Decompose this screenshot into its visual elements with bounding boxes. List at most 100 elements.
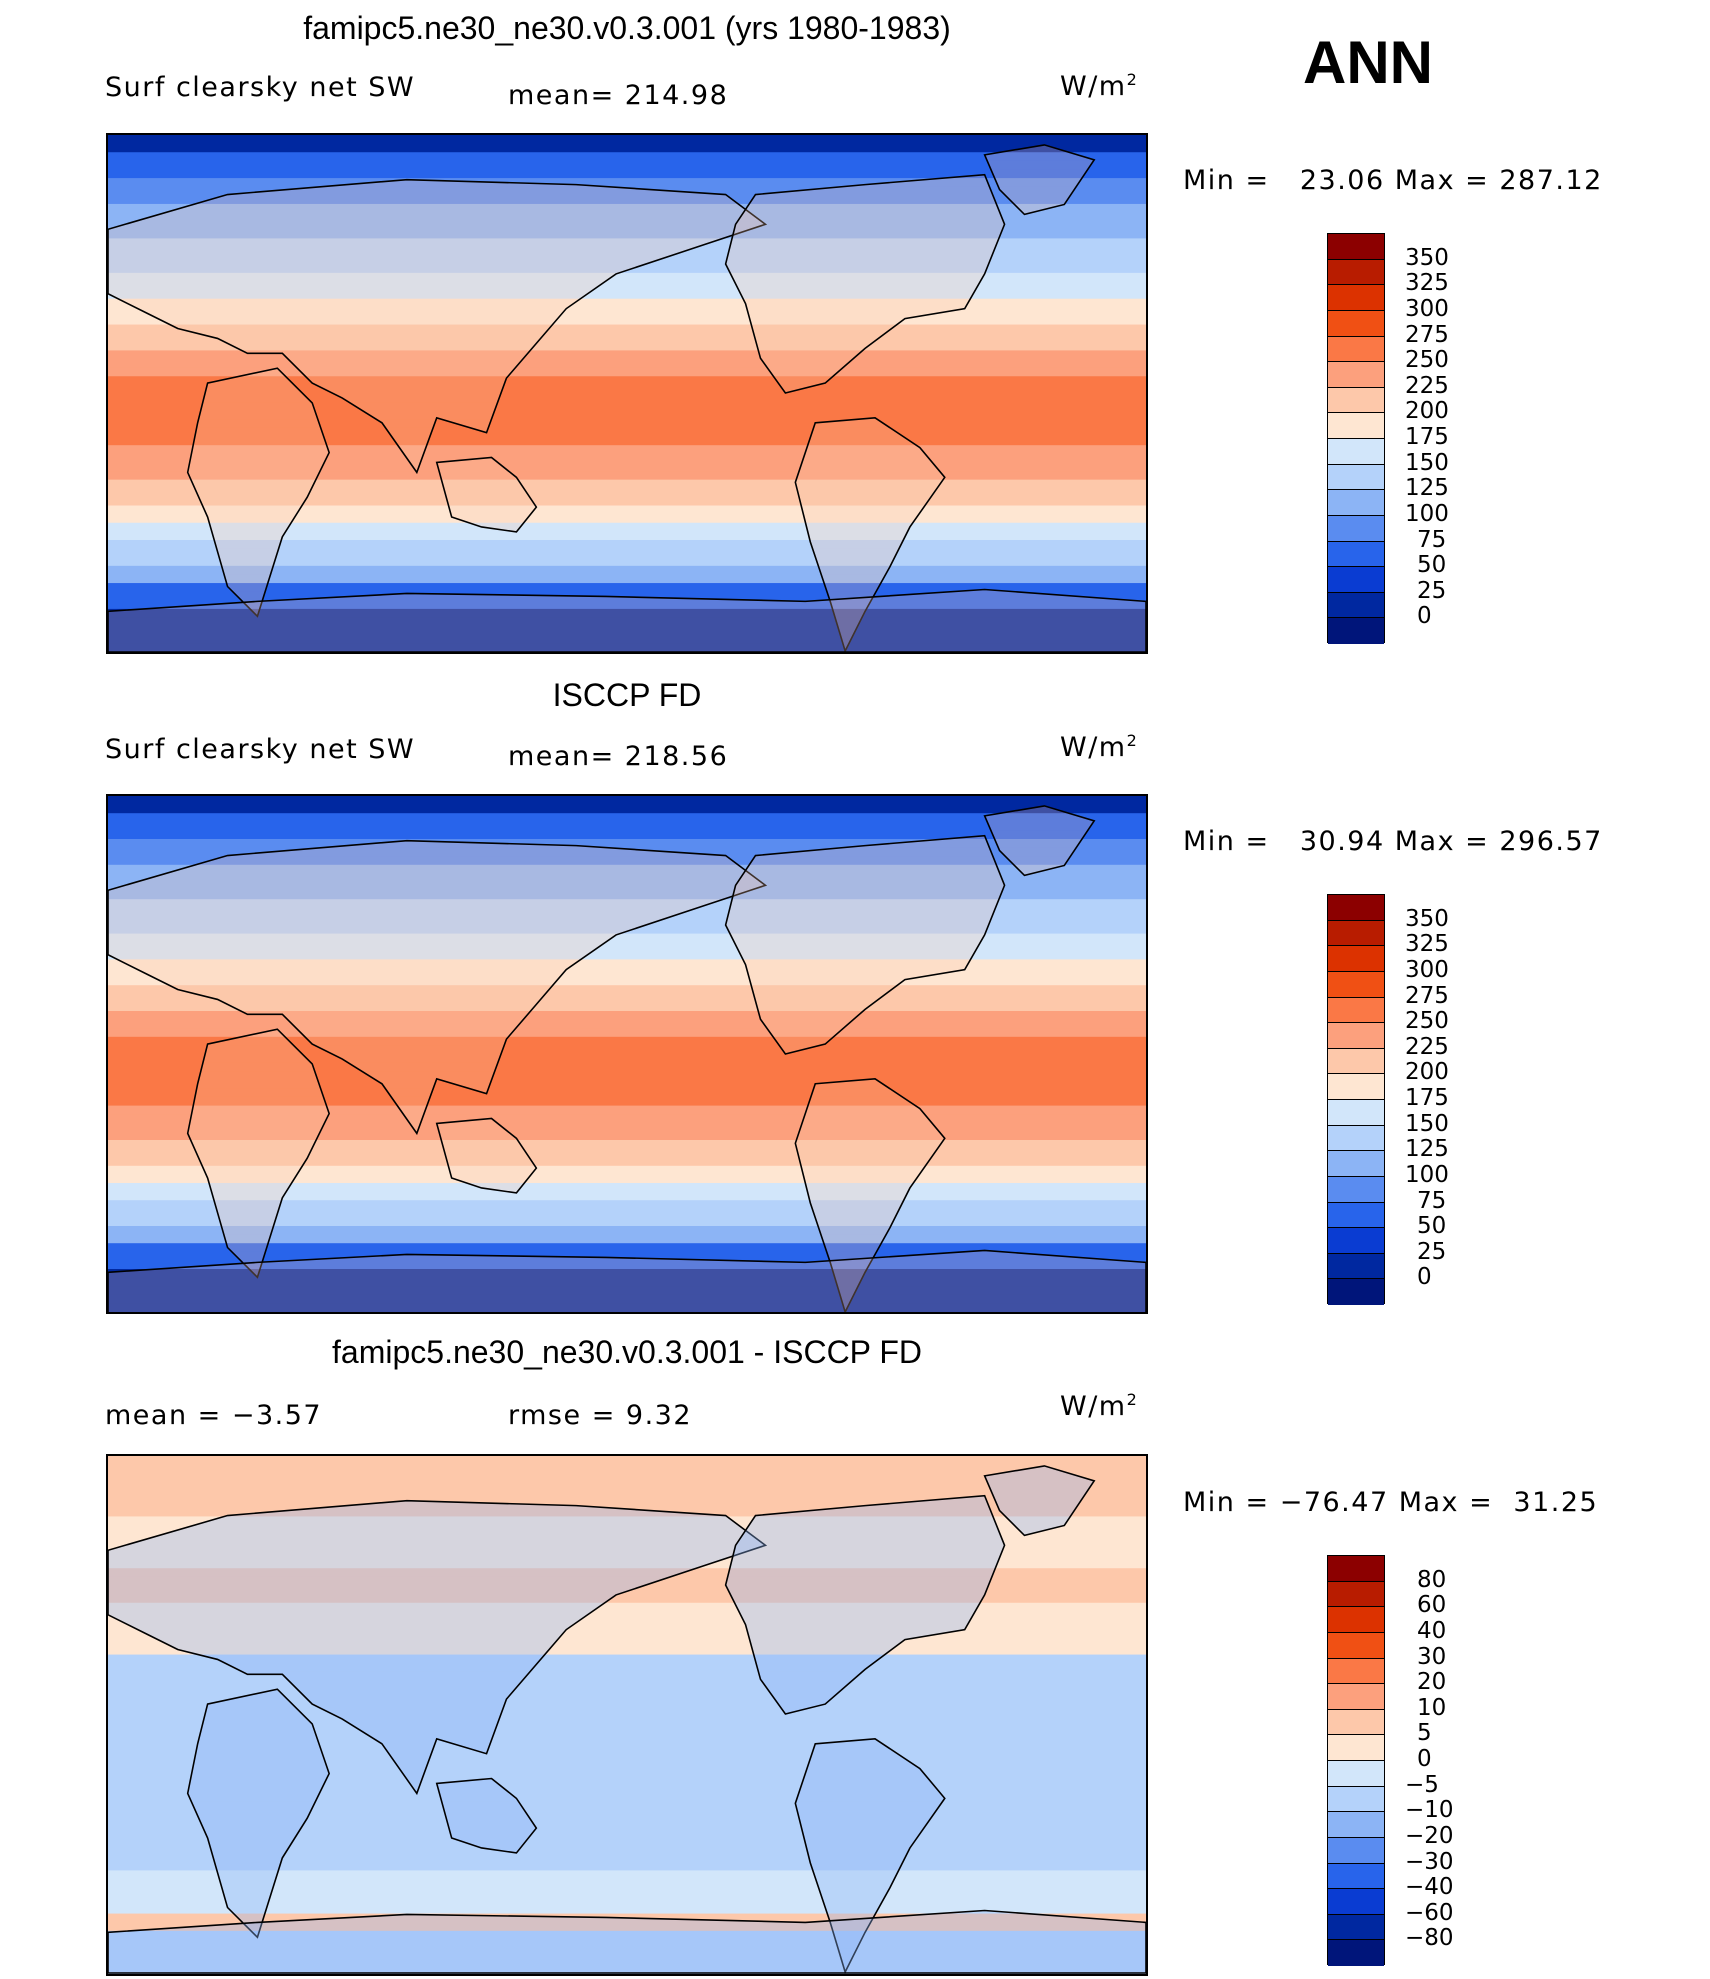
- map-band: [108, 1896, 1146, 1906]
- map-band: [108, 1844, 1146, 1854]
- map-band: [108, 1071, 1146, 1081]
- map-band: [108, 539, 1146, 550]
- panel-1-map: [106, 133, 1148, 654]
- map-band: [108, 1165, 1146, 1176]
- map-band: [108, 993, 1146, 1003]
- map-band: [108, 1948, 1146, 1958]
- coastline: [186, 367, 331, 618]
- map-band: [108, 1671, 1146, 1682]
- map-band: [108, 1208, 1146, 1218]
- colorbar-label: 325: [1405, 931, 1449, 958]
- map-band: [108, 307, 1146, 317]
- colorbar-box: [1328, 1812, 1384, 1838]
- panel-1-variable-label: Surf clearsky net SW: [105, 72, 416, 103]
- panel-3-rmse-label: rmse = 9.32: [508, 1400, 693, 1431]
- panel-3-mean-label: mean = −3.57: [105, 1400, 323, 1431]
- map-band: [108, 1525, 1146, 1535]
- colorbar-label: 125: [1405, 475, 1449, 502]
- map-band: [108, 1054, 1146, 1064]
- colorbar-label: 50: [1417, 1213, 1447, 1240]
- panel-2-variable-label: Surf clearsky net SW: [105, 734, 416, 765]
- map-band: [108, 1140, 1146, 1150]
- map-band: [108, 1715, 1146, 1725]
- colorbar-label: 25: [1417, 1238, 1447, 1265]
- map-band: [108, 195, 1146, 205]
- map-band: [108, 967, 1146, 978]
- map-band: [108, 221, 1146, 231]
- panel-2-colorbar: [1327, 894, 1385, 1305]
- map-band: [108, 959, 1146, 969]
- map-band: [108, 1835, 1146, 1846]
- map-band: [108, 1507, 1146, 1518]
- map-band: [108, 1088, 1146, 1098]
- colorbar-label: 275: [1405, 982, 1449, 1009]
- colorbar-label: 250: [1405, 1008, 1449, 1035]
- colorbar-box: [1328, 259, 1384, 286]
- map-band: [108, 169, 1146, 179]
- map-band: [108, 916, 1146, 926]
- map-band: [108, 1542, 1146, 1552]
- map-band: [108, 1594, 1146, 1604]
- map-band: [108, 479, 1146, 489]
- colorbar-label: −60: [1405, 1899, 1454, 1926]
- colorbar-label: 200: [1405, 1059, 1449, 1086]
- colorbar-label: 100: [1405, 1161, 1449, 1188]
- colorbar-label: 75: [1417, 526, 1447, 553]
- colorbar-label: 275: [1405, 321, 1449, 348]
- map-band: [108, 333, 1146, 343]
- map-band: [108, 1853, 1146, 1863]
- map-band: [108, 600, 1146, 610]
- map-band: [108, 1303, 1146, 1312]
- map-band: [108, 1269, 1146, 1279]
- colorbar-box: [1328, 1684, 1384, 1710]
- map-band: [108, 135, 1146, 145]
- map-band: [108, 152, 1146, 162]
- map-band: [108, 925, 1146, 935]
- map-band: [108, 505, 1146, 515]
- map-band: [108, 1464, 1146, 1474]
- map-band: [108, 255, 1146, 265]
- coastline: [983, 1465, 1096, 1537]
- map-band: [108, 1079, 1146, 1089]
- map-band: [108, 1628, 1146, 1638]
- coastline: [724, 1494, 1006, 1715]
- map-band: [108, 1217, 1146, 1227]
- coastline: [108, 1909, 1146, 1974]
- colorbar-box: [1328, 1761, 1384, 1787]
- map-band: [108, 1559, 1146, 1569]
- map-band: [108, 821, 1146, 831]
- map-band: [108, 830, 1146, 840]
- coastline: [435, 1777, 538, 1854]
- colorbar-label: 175: [1405, 1085, 1449, 1111]
- map-band: [108, 557, 1146, 567]
- colorbar-label: −10: [1405, 1797, 1454, 1824]
- map-band: [108, 899, 1146, 909]
- map-band: [108, 393, 1146, 403]
- map-band: [108, 324, 1146, 334]
- map-band: [108, 445, 1146, 455]
- map-band: [108, 264, 1146, 274]
- map-band: [108, 1723, 1146, 1733]
- map-band: [108, 419, 1146, 429]
- map-band: [108, 160, 1146, 171]
- coastline: [983, 805, 1096, 877]
- map-band: [108, 856, 1146, 866]
- map-band: [108, 1922, 1146, 1932]
- colorbar-label: 0: [1417, 1264, 1432, 1291]
- coastline: [724, 834, 1006, 1055]
- map-band: [108, 376, 1146, 386]
- panel-3-minmax: Min = −76.47 Max = 31.25: [1183, 1487, 1599, 1518]
- colorbar-label: 225: [1405, 372, 1449, 399]
- panel-1-title: famipc5.ne30_ne30.v0.3.001 (yrs 1980-198…: [303, 10, 951, 46]
- map-band: [108, 643, 1146, 652]
- map-band: [108, 1019, 1146, 1029]
- map-band: [108, 1131, 1146, 1141]
- colorbar-label: 25: [1417, 577, 1447, 604]
- colorbar-box: [1328, 387, 1384, 414]
- map-band: [108, 203, 1146, 214]
- map-band: [108, 1740, 1146, 1751]
- colorbar-box: [1328, 515, 1384, 542]
- map-band: [108, 1870, 1146, 1880]
- colorbar-label: 325: [1405, 270, 1449, 297]
- colorbar-label: −80: [1405, 1925, 1454, 1952]
